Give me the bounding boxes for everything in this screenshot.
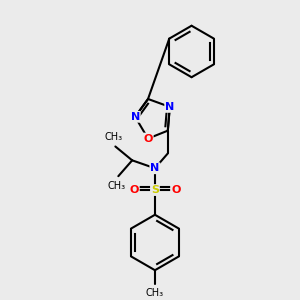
Text: S: S [151, 185, 159, 195]
Text: N: N [130, 112, 140, 122]
Text: N: N [150, 163, 160, 173]
Text: O: O [171, 185, 180, 195]
Text: CH₃: CH₃ [104, 131, 122, 142]
Text: CH₃: CH₃ [107, 181, 125, 191]
Text: N: N [165, 102, 174, 112]
Text: O: O [143, 134, 153, 144]
Text: O: O [130, 185, 139, 195]
Text: CH₃: CH₃ [146, 288, 164, 298]
